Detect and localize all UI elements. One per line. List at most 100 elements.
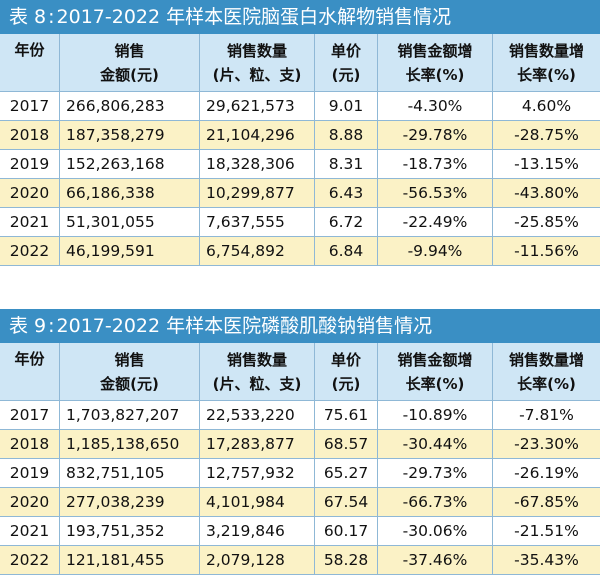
year-cell: 2020: [0, 488, 60, 516]
table-row: 2017 266,806,283 29,621,573 9.01 -4.30% 4.60%: [0, 92, 600, 121]
amount-cell: 51,301,055: [60, 208, 200, 236]
table-title: 表 9:2017-2022 年样本医院磷酸肌酸钠销售情况: [0, 309, 600, 343]
qty-growth-cell: -67.85%: [514, 493, 579, 511]
year-cell: 2018: [0, 430, 60, 458]
year-cell: 2019: [0, 150, 60, 178]
qty-cell: 7,637,555: [200, 208, 315, 236]
amount-growth-cell: -22.49%: [378, 208, 493, 236]
qty-growth-cell: -25.85%: [514, 213, 579, 231]
table-body: 2017 1,703,827,207 22,533,220 75.61 -10.89% -…: [0, 401, 600, 575]
header-amount: 销售 金额(元): [60, 343, 200, 400]
header-qty-growth: 销售数量增 长率(%): [508, 41, 584, 84]
amount-growth-cell: -18.73%: [378, 150, 493, 178]
table-header: 年份 销售 金额(元) 销售数量 (片、粒、支) 单价 (元) 销售金额增 长率(%) …: [0, 34, 600, 92]
qty-growth-cell: -11.56%: [514, 242, 579, 260]
price-cell: 6.72: [315, 208, 378, 236]
amount-cell: 152,263,168: [60, 150, 200, 178]
table-title-text: 2017-2022 年样本医院磷酸肌酸钠销售情况: [56, 315, 433, 337]
amount-growth-cell: -29.73%: [378, 459, 493, 487]
table-row: 2018 1,185,138,650 17,283,877 68.57 -30.44% -…: [0, 430, 600, 459]
amount-growth-cell: -29.78%: [378, 121, 493, 149]
year-cell: 2017: [0, 401, 60, 429]
header-qty: 销售数量 (片、粒、支): [200, 34, 315, 91]
amount-cell: 66,186,338: [60, 179, 200, 207]
amount-growth-cell: -30.44%: [378, 430, 493, 458]
year-cell: 2021: [0, 208, 60, 236]
amount-cell: 46,199,591: [60, 237, 200, 265]
year-cell: 2020: [0, 179, 60, 207]
header-year: 年份: [0, 343, 60, 400]
table-row: 2020 66,186,338 10,299,877 6.43 -56.53% -43.8…: [0, 179, 600, 208]
price-cell: 67.54: [315, 488, 378, 516]
header-amount-growth: 销售金额增 长率(%): [378, 34, 493, 91]
amount-cell: 187,358,279: [60, 121, 200, 149]
amount-growth-cell: -56.53%: [378, 179, 493, 207]
price-cell: 8.88: [315, 121, 378, 149]
header-qty-growth: 销售数量增 长率(%): [508, 350, 584, 393]
qty-growth-cell: -23.30%: [514, 435, 579, 453]
qty-cell: 6,754,892: [200, 237, 315, 265]
amount-cell: 1,703,827,207: [60, 401, 200, 429]
qty-cell: 2,079,128: [200, 546, 315, 574]
price-cell: 65.27: [315, 459, 378, 487]
header-year: 年份: [0, 34, 60, 91]
table-row: 2022 46,199,591 6,754,892 6.84 -9.94% -11.56%: [0, 237, 600, 266]
table-label: 表 8: [9, 6, 47, 28]
qty-cell: 12,757,932: [200, 459, 315, 487]
price-cell: 58.28: [315, 546, 378, 574]
qty-growth-cell: -21.51%: [514, 522, 579, 540]
qty-growth-cell: -7.81%: [519, 406, 574, 424]
qty-cell: 22,533,220: [200, 401, 315, 429]
year-cell: 2021: [0, 517, 60, 545]
table-sales-creatine-phosphate-sodium: 表 9:2017-2022 年样本医院磷酸肌酸钠销售情况 年份 销售 金额(元) …: [0, 309, 600, 575]
header-price: 单价 (元): [315, 34, 378, 91]
amount-growth-cell: -37.46%: [378, 546, 493, 574]
table-title: 表 8:2017-2022 年样本医院脑蛋白水解物销售情况: [0, 0, 600, 34]
price-cell: 6.84: [315, 237, 378, 265]
price-cell: 68.57: [315, 430, 378, 458]
year-cell: 2019: [0, 459, 60, 487]
table-row: 2020 277,038,239 4,101,984 67.54 -66.73% -67.…: [0, 488, 600, 517]
year-cell: 2022: [0, 546, 60, 574]
table-row: 2021 193,751,352 3,219,846 60.17 -30.06% -21.…: [0, 517, 600, 546]
amount-cell: 266,806,283: [60, 92, 200, 120]
amount-cell: 193,751,352: [60, 517, 200, 545]
table-row: 2019 152,263,168 18,328,306 8.31 -18.73% -13.…: [0, 150, 600, 179]
table-row: 2021 51,301,055 7,637,555 6.72 -22.49% -25.85…: [0, 208, 600, 237]
qty-growth-cell: 4.60%: [521, 97, 572, 115]
price-cell: 75.61: [315, 401, 378, 429]
price-cell: 6.43: [315, 179, 378, 207]
amount-growth-cell: -9.94%: [378, 237, 493, 265]
amount-growth-cell: -4.30%: [378, 92, 493, 120]
amount-growth-cell: -10.89%: [378, 401, 493, 429]
qty-cell: 3,219,846: [200, 517, 315, 545]
table-title-text: 2017-2022 年样本医院脑蛋白水解物销售情况: [56, 6, 452, 28]
qty-cell: 21,104,296: [200, 121, 315, 149]
qty-cell: 10,299,877: [200, 179, 315, 207]
table-body: 2017 266,806,283 29,621,573 9.01 -4.30% 4.60%…: [0, 92, 600, 266]
price-cell: 60.17: [315, 517, 378, 545]
price-cell: 8.31: [315, 150, 378, 178]
amount-cell: 832,751,105: [60, 459, 200, 487]
qty-growth-cell: -26.19%: [514, 464, 579, 482]
qty-cell: 17,283,877: [200, 430, 315, 458]
amount-growth-cell: -66.73%: [378, 488, 493, 516]
header-qty: 销售数量 (片、粒、支): [200, 343, 315, 400]
amount-cell: 1,185,138,650: [60, 430, 200, 458]
table-row: 2022 121,181,455 2,079,128 58.28 -37.46% -35.…: [0, 546, 600, 575]
year-cell: 2022: [0, 237, 60, 265]
qty-growth-cell: -43.80%: [514, 184, 579, 202]
year-cell: 2017: [0, 92, 60, 120]
header-amount-growth: 销售金额增 长率(%): [378, 343, 493, 400]
qty-growth-cell: -28.75%: [514, 126, 579, 144]
qty-cell: 18,328,306: [200, 150, 315, 178]
header-price: 单价 (元): [315, 343, 378, 400]
table-row: 2019 832,751,105 12,757,932 65.27 -29.73% -26…: [0, 459, 600, 488]
table-header: 年份 销售 金额(元) 销售数量 (片、粒、支) 单价 (元) 销售金额增 长率(%) …: [0, 343, 600, 401]
amount-cell: 121,181,455: [60, 546, 200, 574]
price-cell: 9.01: [315, 92, 378, 120]
amount-cell: 277,038,239: [60, 488, 200, 516]
amount-growth-cell: -30.06%: [378, 517, 493, 545]
year-cell: 2018: [0, 121, 60, 149]
qty-cell: 4,101,984: [200, 488, 315, 516]
